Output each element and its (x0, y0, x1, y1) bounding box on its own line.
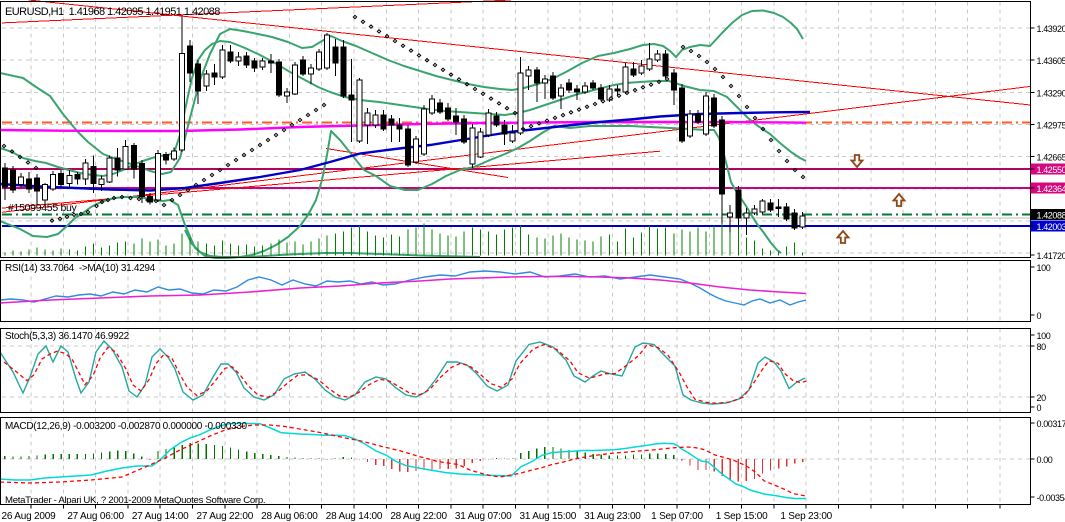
svg-text:100: 100 (1037, 263, 1051, 273)
svg-text:EURUSD,H1 1.41968 1.42095 1.4: EURUSD,H1 1.41968 1.42095 1.41951 1.4208… (5, 6, 220, 18)
svg-text:1.42975: 1.42975 (1037, 121, 1065, 131)
svg-text:1 Sep 23:00: 1 Sep 23:00 (780, 511, 832, 522)
svg-text:0.00317: 0.00317 (1037, 419, 1065, 429)
svg-text:-0.00354: -0.00354 (1037, 493, 1065, 503)
svg-text:#15099455 buy: #15099455 buy (8, 202, 78, 214)
svg-text:1.42665: 1.42665 (1037, 153, 1065, 163)
svg-text:1.43920: 1.43920 (1037, 24, 1065, 34)
svg-text:28 Aug 06:00: 28 Aug 06:00 (261, 511, 318, 522)
svg-text:1.43290: 1.43290 (1037, 88, 1065, 98)
svg-text:1 Sep 15:00: 1 Sep 15:00 (716, 511, 768, 522)
svg-text:26 Aug 2009: 26 Aug 2009 (2, 511, 57, 522)
svg-text:31 Aug 07:00: 31 Aug 07:00 (455, 511, 512, 522)
svg-text:RSI(14) 33.7064 ->MA(10) 31.4: RSI(14) 33.7064 ->MA(10) 31.4294 (5, 263, 156, 274)
svg-text:1.41720: 1.41720 (1037, 251, 1065, 261)
svg-text:1.42364: 1.42364 (1037, 184, 1065, 194)
svg-text:27 Aug 14:00: 27 Aug 14:00 (132, 511, 189, 522)
svg-text:1.42550: 1.42550 (1037, 165, 1065, 175)
svg-text:1.43605: 1.43605 (1037, 56, 1065, 66)
svg-text:27 Aug 22:00: 27 Aug 22:00 (197, 511, 254, 522)
svg-text:31 Aug 15:00: 31 Aug 15:00 (520, 511, 577, 522)
svg-text:100: 100 (1037, 331, 1051, 341)
svg-text:Stoch(5,3,3) 36.1470 46.9922: Stoch(5,3,3) 36.1470 46.9922 (5, 331, 130, 342)
svg-text:1 Sep 07:00: 1 Sep 07:00 (651, 511, 703, 522)
svg-text:20: 20 (1037, 393, 1047, 403)
svg-text:27 Aug 06:00: 27 Aug 06:00 (67, 511, 124, 522)
svg-text:0: 0 (1037, 311, 1042, 321)
svg-text:80: 80 (1037, 342, 1047, 352)
svg-text:0: 0 (1037, 403, 1042, 413)
svg-text:31 Aug 23:00: 31 Aug 23:00 (584, 511, 641, 522)
svg-text:1.42088: 1.42088 (1037, 211, 1065, 221)
svg-text:MACD(12,26,9) -0.003200 -0.002: MACD(12,26,9) -0.003200 -0.002870 0.0000… (5, 421, 248, 432)
svg-text:1.42003: 1.42003 (1037, 222, 1065, 232)
svg-text:0.00: 0.00 (1037, 455, 1053, 465)
svg-text:28 Aug 22:00: 28 Aug 22:00 (390, 511, 447, 522)
svg-text:28 Aug 14:00: 28 Aug 14:00 (326, 511, 383, 522)
svg-text:MetaTrader - Alpari UK, ? 2001: MetaTrader - Alpari UK, ? 2001-2009 Meta… (5, 495, 265, 506)
